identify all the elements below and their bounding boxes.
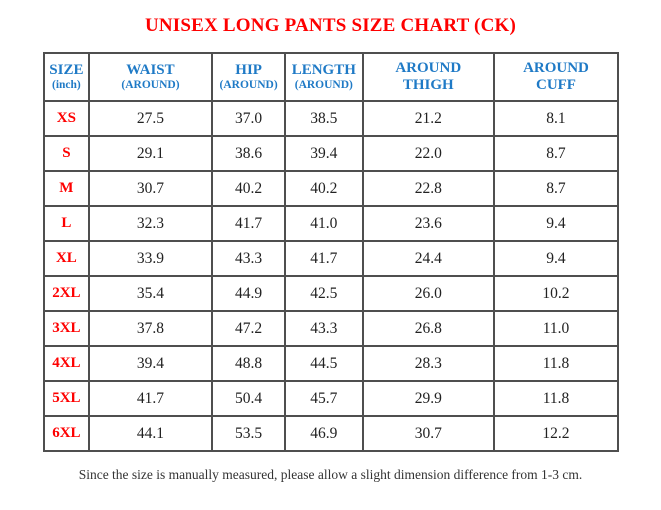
header-line2: (AROUND): [219, 79, 278, 92]
waist-cell: 37.8: [87, 310, 214, 347]
header-line1: AROUND: [395, 59, 462, 76]
column-header-around-thigh: AROUND THIGH: [361, 52, 495, 102]
column-header-length: LENGTH (AROUND): [284, 52, 364, 102]
table-row: L 32.3 41.7 41.0 23.6 9.4: [43, 205, 620, 242]
cuff-cell: 11.0: [492, 310, 620, 347]
hip-cell: 50.4: [211, 380, 287, 417]
size-label: 5XL: [43, 380, 90, 417]
hip-cell: 40.2: [211, 170, 287, 207]
column-header-around-cuff: AROUND CUFF: [492, 52, 620, 102]
table-row: S 29.1 38.6 39.4 22.0 8.7: [43, 135, 620, 172]
header-line1: LENGTH: [291, 61, 356, 78]
waist-cell: 32.3: [87, 205, 214, 242]
waist-cell: 30.7: [87, 170, 214, 207]
length-cell: 46.9: [284, 415, 364, 452]
cuff-cell: 12.2: [492, 415, 620, 452]
header-line2: CUFF: [535, 77, 576, 93]
hip-cell: 43.3: [211, 240, 287, 277]
page-title: UNISEX LONG PANTS SIZE CHART (CK): [144, 15, 517, 36]
length-cell: 45.7: [284, 380, 364, 417]
table-row: 2XL 35.4 44.9 42.5 26.0 10.2: [43, 275, 620, 312]
cuff-cell: 11.8: [492, 380, 620, 417]
thigh-cell: 26.0: [361, 275, 495, 312]
waist-cell: 29.1: [87, 135, 214, 172]
header-line2: (AROUND): [121, 79, 180, 92]
table-row: 3XL 37.8 47.2 43.3 26.8 11.0: [43, 310, 620, 347]
header-line2: (inch): [52, 79, 81, 92]
table-row: XS 27.5 37.0 38.5 21.2 8.1: [43, 100, 620, 137]
waist-cell: 33.9: [87, 240, 214, 277]
header-line1: AROUND: [523, 59, 589, 76]
size-label: 4XL: [43, 345, 90, 382]
hip-cell: 38.6: [211, 135, 287, 172]
cuff-cell: 9.4: [492, 240, 620, 277]
cuff-cell: 8.7: [492, 135, 620, 172]
length-cell: 38.5: [284, 100, 364, 137]
header-line1: WAIST: [126, 61, 175, 78]
table-row: 5XL 41.7 50.4 45.7 29.9 11.8: [43, 380, 620, 417]
cuff-cell: 8.1: [492, 100, 620, 137]
table-row: 6XL 44.1 53.5 46.9 30.7 12.2: [43, 415, 620, 452]
thigh-cell: 28.3: [361, 345, 495, 382]
hip-cell: 37.0: [211, 100, 287, 137]
size-label: S: [43, 135, 90, 172]
waist-cell: 41.7: [87, 380, 214, 417]
header-line1: HIP: [235, 61, 262, 78]
waist-cell: 27.5: [87, 100, 214, 137]
thigh-cell: 21.2: [361, 100, 495, 137]
header-line2: (AROUND): [294, 79, 353, 92]
thigh-cell: 23.6: [361, 205, 495, 242]
cuff-cell: 11.8: [492, 345, 620, 382]
cuff-cell: 9.4: [492, 205, 620, 242]
header-line1: SIZE: [49, 61, 84, 78]
waist-cell: 35.4: [87, 275, 214, 312]
size-label: XL: [43, 240, 90, 277]
hip-cell: 48.8: [211, 345, 287, 382]
size-label: 6XL: [43, 415, 90, 452]
size-label: M: [43, 170, 90, 207]
length-cell: 42.5: [284, 275, 364, 312]
thigh-cell: 29.9: [361, 380, 495, 417]
cuff-cell: 10.2: [492, 275, 620, 312]
length-cell: 40.2: [284, 170, 364, 207]
header-row: SIZE (inch) WAIST (AROUND) HIP (AROUND) …: [43, 52, 620, 102]
hip-cell: 44.9: [211, 275, 287, 312]
column-header-hip: HIP (AROUND): [211, 52, 287, 102]
hip-cell: 47.2: [211, 310, 287, 347]
waist-cell: 44.1: [87, 415, 214, 452]
size-chart-table: SIZE (inch) WAIST (AROUND) HIP (AROUND) …: [43, 52, 620, 452]
length-cell: 39.4: [284, 135, 364, 172]
table-row: M 30.7 40.2 40.2 22.8 8.7: [43, 170, 620, 207]
thigh-cell: 26.8: [361, 310, 495, 347]
size-label: L: [43, 205, 90, 242]
size-label: XS: [43, 100, 90, 137]
table-row: XL 33.9 43.3 41.7 24.4 9.4: [43, 240, 620, 277]
thigh-cell: 22.8: [361, 170, 495, 207]
length-cell: 44.5: [284, 345, 364, 382]
footer-note: Since the size is manually measured, ple…: [78, 467, 583, 482]
waist-cell: 39.4: [87, 345, 214, 382]
hip-cell: 41.7: [211, 205, 287, 242]
table-row: 4XL 39.4 48.8 44.5 28.3 11.8: [43, 345, 620, 382]
hip-cell: 53.5: [211, 415, 287, 452]
size-label: 2XL: [43, 275, 90, 312]
length-cell: 43.3: [284, 310, 364, 347]
thigh-cell: 22.0: [361, 135, 495, 172]
cuff-cell: 8.7: [492, 170, 620, 207]
thigh-cell: 24.4: [361, 240, 495, 277]
length-cell: 41.0: [284, 205, 364, 242]
column-header-size: SIZE (inch): [43, 52, 90, 102]
length-cell: 41.7: [284, 240, 364, 277]
header-line2: THIGH: [402, 77, 454, 93]
size-label: 3XL: [43, 310, 90, 347]
column-header-waist: WAIST (AROUND): [87, 52, 214, 102]
thigh-cell: 30.7: [361, 415, 495, 452]
